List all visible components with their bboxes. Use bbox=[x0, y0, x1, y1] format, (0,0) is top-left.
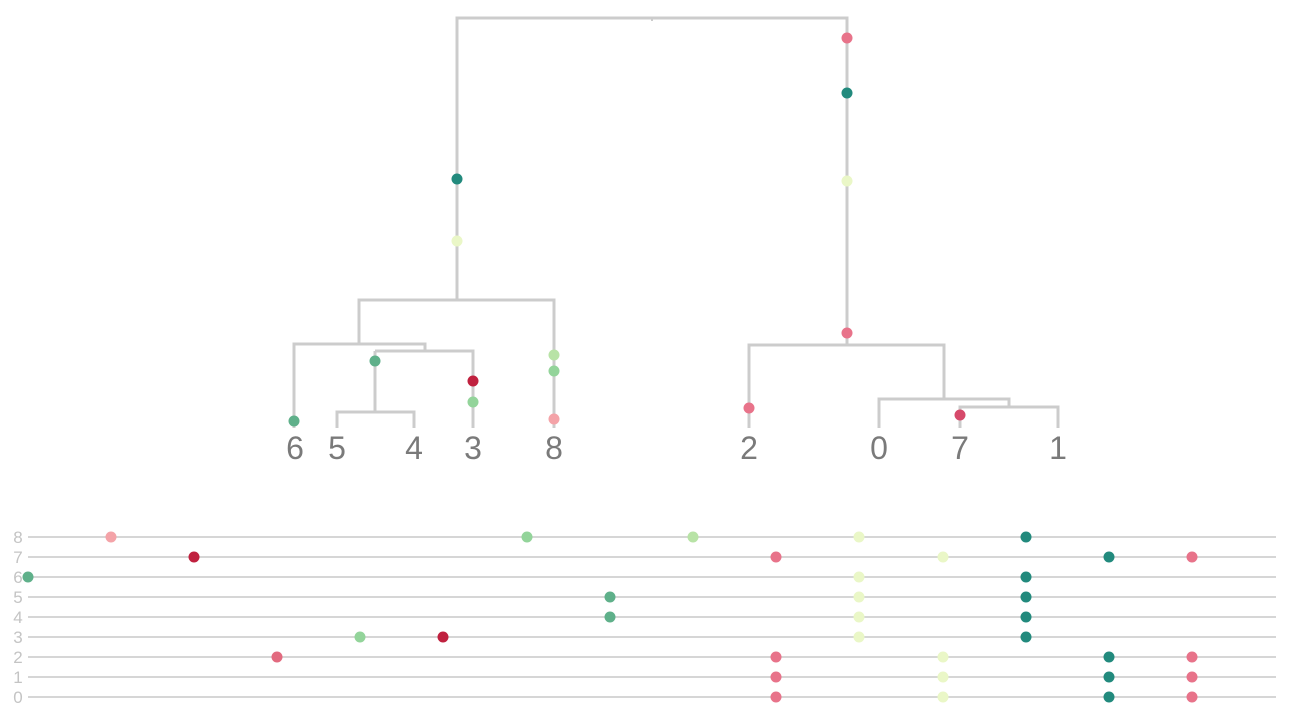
track-dot-row3-22 bbox=[1020, 631, 1032, 643]
track-dot-row1-28 bbox=[770, 671, 782, 683]
track-dot-row0-35 bbox=[1186, 691, 1198, 703]
row-label-0: 0 bbox=[13, 688, 22, 707]
track-dot-row8-0 bbox=[105, 531, 117, 543]
row-label-5: 5 bbox=[13, 588, 22, 607]
track-labels: 8 7 6 5 4 3 2 1 0 bbox=[13, 528, 22, 707]
leaf-label-3: 3 bbox=[464, 430, 482, 466]
track-dot-row7-5 bbox=[188, 551, 200, 563]
tree-mutation-6 bbox=[369, 355, 381, 367]
leaf-label-0: 0 bbox=[870, 430, 888, 466]
branch-0 bbox=[455, 16, 849, 345]
branch-3 bbox=[375, 349, 475, 428]
row-label-2: 2 bbox=[13, 648, 22, 667]
track-dot-row5-13 bbox=[604, 591, 616, 603]
row-label-7: 7 bbox=[13, 548, 22, 567]
track-dot-row3-21 bbox=[853, 631, 865, 643]
track-dot-row7-8 bbox=[1103, 551, 1115, 563]
leaf-label-2: 2 bbox=[740, 430, 758, 466]
tree-mutation-1 bbox=[841, 87, 853, 99]
leaf-label-4: 4 bbox=[405, 430, 423, 466]
track-dot-row7-6 bbox=[770, 551, 782, 563]
track-dot-row2-27 bbox=[1186, 651, 1198, 663]
track-dot-row6-11 bbox=[853, 571, 865, 583]
track-dot-row7-9 bbox=[1186, 551, 1198, 563]
row-label-3: 3 bbox=[13, 628, 22, 647]
branch-7 bbox=[877, 397, 1011, 428]
track-dot-row5-15 bbox=[1020, 591, 1032, 603]
track-dot-row8-4 bbox=[1020, 531, 1032, 543]
tree-mutation-11 bbox=[548, 413, 560, 425]
tree-mutation-14 bbox=[954, 409, 966, 421]
leaf-label-7: 7 bbox=[951, 430, 969, 466]
track-dot-row2-25 bbox=[937, 651, 949, 663]
tree-mutations bbox=[288, 32, 966, 427]
branch-5 bbox=[335, 410, 416, 428]
track-dot-row3-19 bbox=[354, 631, 366, 643]
track-dot-row4-16 bbox=[604, 611, 616, 623]
track-dot-row2-23 bbox=[271, 651, 283, 663]
track-dot-row4-18 bbox=[1020, 611, 1032, 623]
track-dot-row8-3 bbox=[853, 531, 865, 543]
track-dot-row5-14 bbox=[853, 591, 865, 603]
track-dot-row2-24 bbox=[770, 651, 782, 663]
track-dots bbox=[22, 531, 1198, 703]
leaf-label-5: 5 bbox=[328, 430, 346, 466]
track-dot-row0-33 bbox=[937, 691, 949, 703]
track-dot-row1-31 bbox=[1186, 671, 1198, 683]
branch-8 bbox=[958, 405, 1060, 428]
track-dot-row2-26 bbox=[1103, 651, 1115, 663]
track-dot-row1-30 bbox=[1103, 671, 1115, 683]
branch-6 bbox=[747, 343, 946, 428]
tree-mutation-0 bbox=[841, 32, 853, 44]
tree-mutation-12 bbox=[288, 415, 300, 427]
row-label-8: 8 bbox=[13, 528, 22, 547]
track-dot-row4-17 bbox=[853, 611, 865, 623]
row-label-1: 1 bbox=[13, 668, 22, 687]
tree-mutation-5 bbox=[451, 235, 463, 247]
leaf-label-8: 8 bbox=[545, 430, 563, 466]
track-dot-row6-10 bbox=[22, 571, 34, 583]
leaf-label-1: 1 bbox=[1049, 430, 1067, 466]
track-dot-row3-20 bbox=[437, 631, 449, 643]
tree-mutation-2 bbox=[841, 175, 853, 187]
tree-branches bbox=[292, 16, 1060, 428]
tree-mutation-8 bbox=[467, 396, 479, 408]
row-label-4: 4 bbox=[13, 608, 22, 627]
track-dot-row8-2 bbox=[687, 531, 699, 543]
tree-mutation-13 bbox=[743, 402, 755, 414]
branch-1 bbox=[357, 298, 556, 428]
tree-mutation-10 bbox=[548, 365, 560, 377]
tree-mutation-3 bbox=[841, 327, 853, 339]
track-dot-row1-29 bbox=[937, 671, 949, 683]
track-dot-row0-32 bbox=[770, 691, 782, 703]
tree-mutation-4 bbox=[451, 173, 463, 185]
tree-leaf-labels: 6 5 4 3 8 2 0 7 1 bbox=[286, 430, 1067, 466]
track-dot-row6-12 bbox=[1020, 571, 1032, 583]
track-dot-row7-7 bbox=[937, 551, 949, 563]
tree-mutation-9 bbox=[548, 349, 560, 361]
track-dot-row0-34 bbox=[1103, 691, 1115, 703]
branch-2 bbox=[292, 342, 427, 428]
track-lines bbox=[28, 536, 1276, 698]
track-dot-row8-1 bbox=[521, 531, 533, 543]
row-label-6: 6 bbox=[13, 568, 22, 587]
tree-mutation-7 bbox=[467, 375, 479, 387]
leaf-label-6: 6 bbox=[286, 430, 304, 466]
